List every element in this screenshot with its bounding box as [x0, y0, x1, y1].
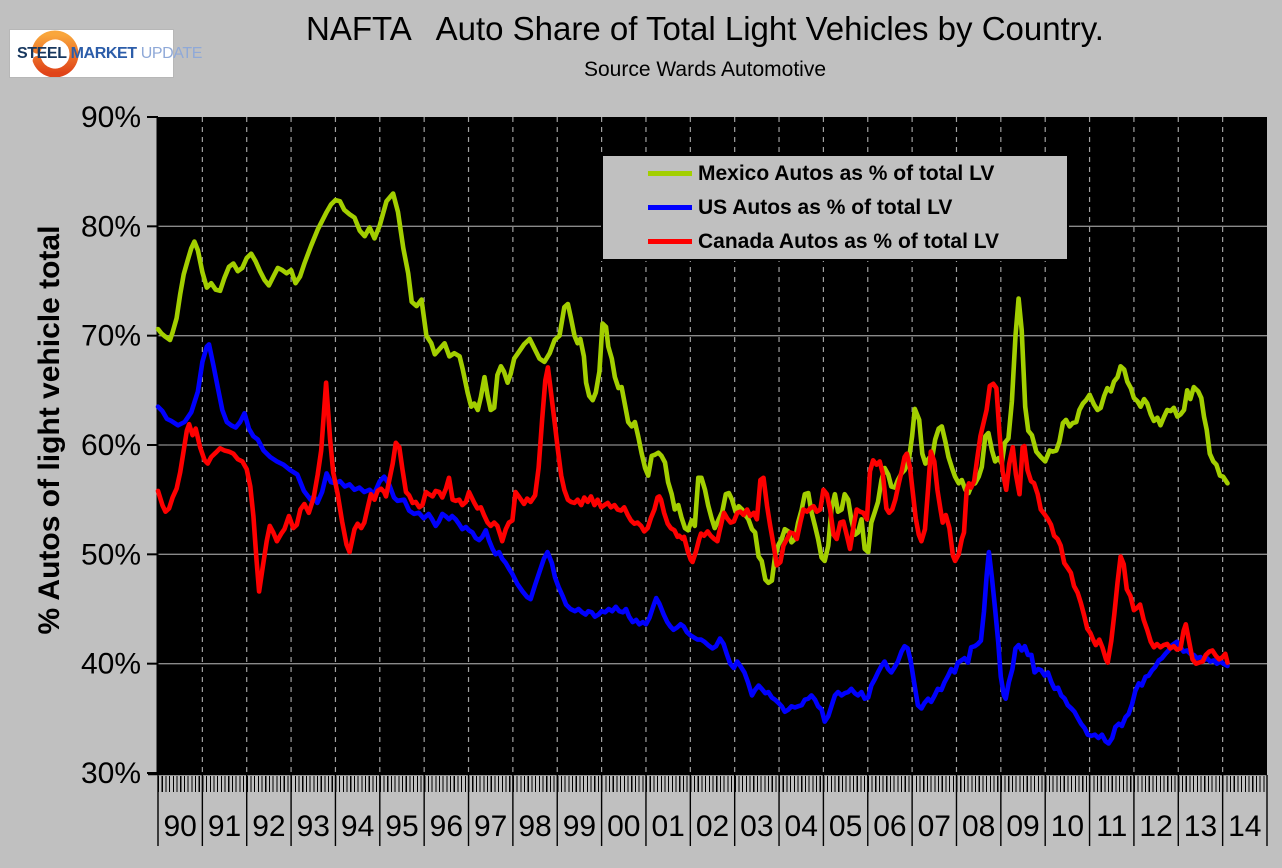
x-tick-label: 03	[740, 810, 773, 843]
y-tick-label: 60%	[81, 429, 141, 462]
x-tick-label: 11	[1096, 810, 1127, 843]
smu-swoosh-icon	[32, 30, 79, 77]
y-tick-label: 70%	[81, 320, 141, 353]
x-tick-label: 05	[829, 810, 862, 843]
chart-subtitle: Source Wards Automotive	[584, 58, 826, 81]
legend-line-swatch	[648, 205, 692, 210]
x-tick-label: 14	[1228, 810, 1261, 843]
x-tick-label: 91	[208, 810, 241, 843]
y-tick-label: 80%	[81, 210, 141, 243]
y-tick-label: 50%	[81, 538, 141, 571]
legend-label: Canada Autos as % of total LV	[698, 229, 1000, 253]
x-tick-label: 01	[651, 810, 684, 843]
smu-logo-text: STEEL MARKET UPDATE	[17, 30, 202, 77]
y-tick-label: 90%	[81, 101, 141, 134]
y-tick-label: 40%	[81, 648, 141, 681]
logo-word-market: MARKET	[70, 44, 137, 62]
x-tick-label: 93	[297, 810, 330, 843]
logo-word-steel: STEEL	[17, 44, 67, 62]
x-tick-label: 09	[1006, 810, 1039, 843]
chart-title: NAFTA Auto Share of Total Light Vehicles…	[306, 10, 1104, 47]
x-tick-label: 90	[163, 810, 196, 843]
legend-item-1: US Autos as % of total LV	[648, 191, 1067, 224]
legend-label: Mexico Autos as % of total LV	[698, 161, 995, 185]
legend-label: US Autos as % of total LV	[698, 195, 953, 219]
x-tick-label: 96	[430, 810, 463, 843]
legend-line-swatch	[648, 239, 692, 244]
x-tick-label: 92	[252, 810, 285, 843]
x-tick-label: 12	[1139, 810, 1172, 843]
series-line-0	[155, 191, 1230, 586]
x-tick-label: 94	[341, 810, 374, 843]
x-tick-label: 07	[918, 810, 951, 843]
x-tick-label: 06	[873, 810, 906, 843]
legend-item-2: Canada Autos as % of total LV	[648, 225, 1067, 258]
x-tick-label: 04	[785, 810, 818, 843]
series-line-2	[155, 365, 1230, 667]
logo-word-update: UPDATE	[140, 44, 203, 62]
y-tick-label: 30%	[81, 757, 141, 790]
x-tick-label: 95	[385, 810, 418, 843]
x-tick-label: 13	[1184, 810, 1217, 843]
legend-item-0: Mexico Autos as % of total LV	[648, 157, 1067, 190]
x-tick-label: 02	[696, 810, 729, 843]
series-line-1	[155, 342, 1230, 746]
x-tick-label: 97	[474, 810, 507, 843]
x-axis-minor-ticks	[158, 776, 1267, 792]
x-tick-label: 08	[962, 810, 995, 843]
legend-line-swatch	[648, 171, 692, 176]
x-tick-label: 99	[563, 810, 596, 843]
x-tick-label: 00	[607, 810, 640, 843]
x-tick-label: 10	[1051, 810, 1084, 843]
steel-market-update-logo: STEEL MARKET UPDATE	[10, 30, 202, 77]
x-tick-label: 98	[518, 810, 551, 843]
legend: Mexico Autos as % of total LV US Autos as…	[601, 154, 1069, 261]
